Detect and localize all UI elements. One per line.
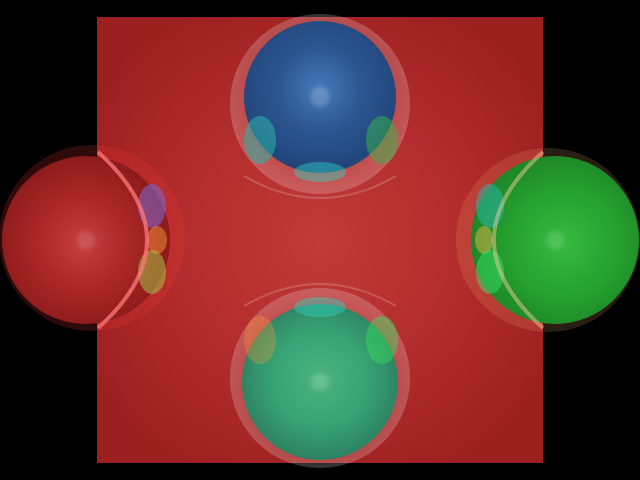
green-sphere	[456, 148, 640, 332]
red-sphere	[0, 145, 185, 331]
